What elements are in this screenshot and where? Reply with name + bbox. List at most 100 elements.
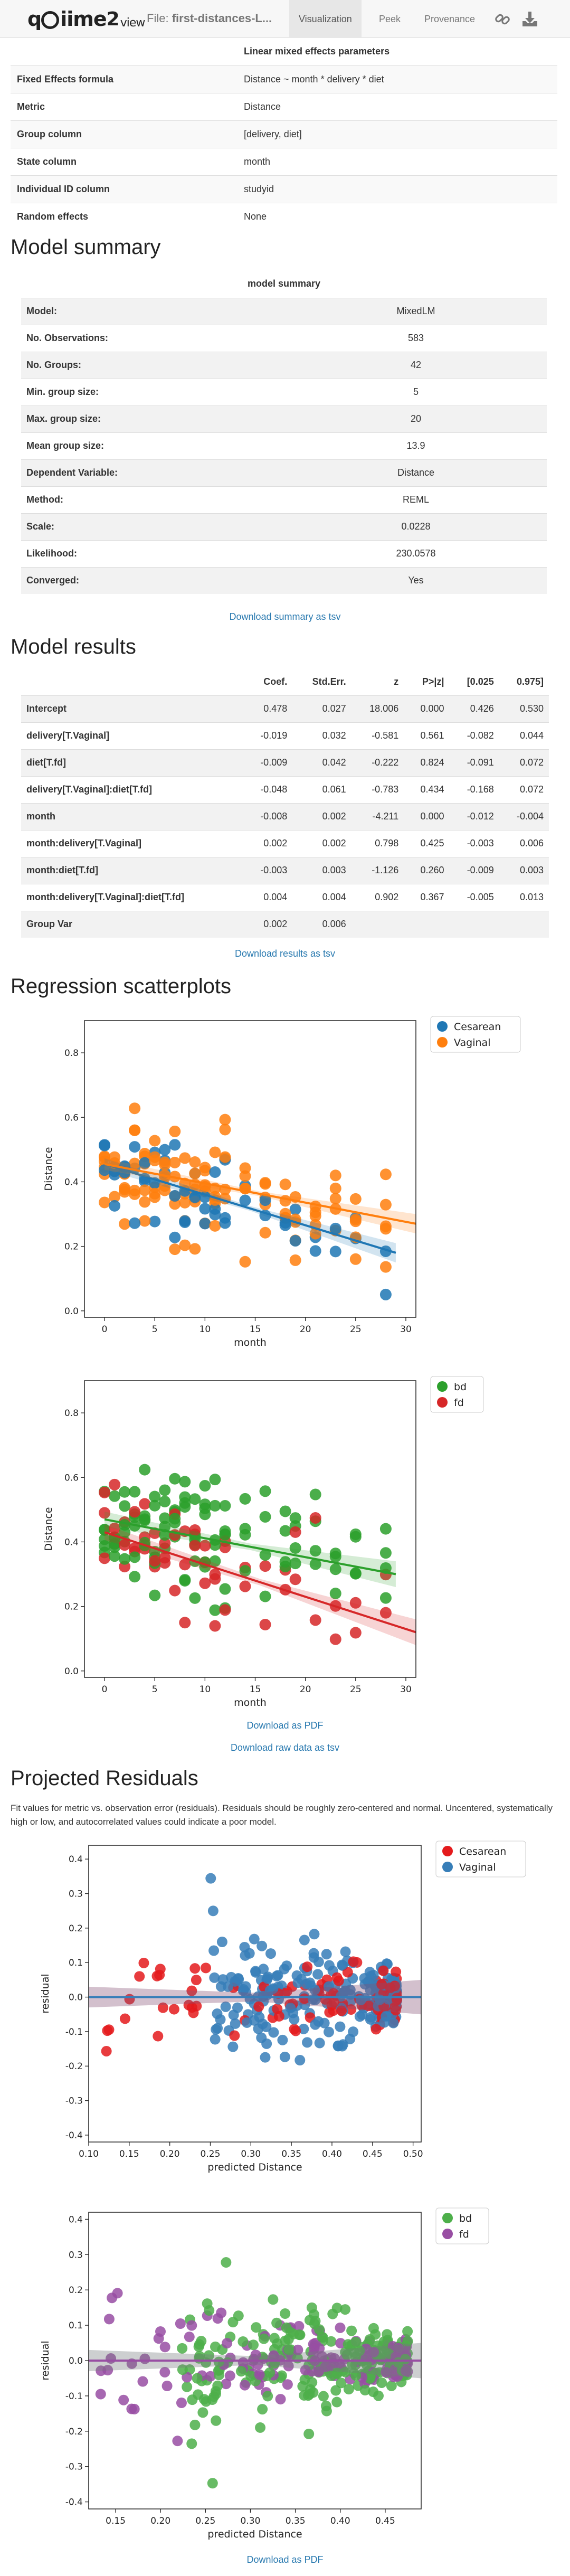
axes-frame xyxy=(84,1380,416,1678)
data-point xyxy=(155,2326,166,2337)
data-point xyxy=(179,1239,191,1251)
table-row: Converged: Yes xyxy=(21,567,547,594)
data-point xyxy=(240,1950,251,1961)
brand-logo[interactable]: q iime 2 view xyxy=(27,5,145,33)
data-point xyxy=(216,2307,227,2318)
regression-line xyxy=(104,1531,416,1634)
logo-ring-icon xyxy=(41,11,60,29)
y-tick-label: 0.0 xyxy=(69,2356,83,2366)
data-point xyxy=(172,2436,183,2447)
legend-marker xyxy=(442,1846,453,1856)
data-point xyxy=(389,1980,400,1992)
data-point xyxy=(335,2322,346,2333)
table-row: Individual ID column studyid xyxy=(11,175,557,203)
data-point xyxy=(209,1203,221,1215)
download-summary-link[interactable]: Download summary as tsv xyxy=(229,611,341,622)
data-point xyxy=(179,1497,191,1509)
data-point xyxy=(357,2009,368,2020)
x-tick-label: 0.35 xyxy=(281,2149,301,2159)
y-tick-label: 0.3 xyxy=(69,1889,83,1899)
table-row: Method: REML xyxy=(21,486,547,513)
brand-view: view xyxy=(120,16,146,30)
data-point xyxy=(224,2370,235,2381)
y-tick-label: 0.1 xyxy=(69,1958,83,1968)
brand-q: q xyxy=(27,7,42,31)
download-raw-tsv-link[interactable]: Download raw data as tsv xyxy=(230,1742,340,1753)
data-point xyxy=(379,1220,392,1232)
download-residuals-pdf-link[interactable]: Download as PDF xyxy=(246,2554,324,2565)
results-cell: 0.006 xyxy=(292,910,352,938)
data-point xyxy=(302,2037,313,2048)
legend-box xyxy=(435,1841,526,1877)
data-point xyxy=(248,2339,259,2351)
data-point xyxy=(118,2394,129,2405)
table-row: State column month xyxy=(11,147,557,175)
data-point xyxy=(233,2310,244,2322)
results-cell: 0.902 xyxy=(351,883,404,911)
x-tick-label: 0 xyxy=(102,1684,108,1695)
data-point xyxy=(258,2333,269,2344)
brand-two: 2 xyxy=(106,8,120,30)
data-point xyxy=(346,2325,357,2336)
data-point xyxy=(304,2389,315,2400)
x-tick-label: 0.45 xyxy=(363,2149,383,2159)
results-cell: 0.824 xyxy=(404,749,450,776)
data-point xyxy=(285,2327,296,2338)
download-icon[interactable] xyxy=(520,10,539,29)
table-row: Min. group size: 5 xyxy=(21,378,547,405)
data-point xyxy=(155,1964,166,1975)
results-cell: -0.048 xyxy=(243,776,293,803)
data-point xyxy=(179,1617,191,1629)
results-cell: -0.783 xyxy=(351,776,404,803)
param-key: Random effects xyxy=(11,202,238,230)
data-point xyxy=(400,2365,411,2376)
data-point xyxy=(289,1573,301,1586)
results-term: month xyxy=(21,803,243,830)
data-point xyxy=(379,1547,392,1559)
tab-visualization[interactable]: Visualization xyxy=(289,0,362,38)
results-cell: 0.061 xyxy=(292,776,352,803)
data-point xyxy=(149,1215,161,1228)
data-point xyxy=(329,1245,341,1258)
data-point xyxy=(292,2344,303,2355)
data-point xyxy=(149,1555,161,1567)
param-value: Distance xyxy=(238,92,557,120)
data-point xyxy=(219,1528,231,1541)
parameters-table: Linear mixed effects parameters Fixed Ef… xyxy=(11,38,557,230)
summary-value: Distance xyxy=(285,459,547,486)
data-point xyxy=(179,1196,191,1209)
data-point xyxy=(119,1218,131,1230)
y-tick-label: 0.0 xyxy=(64,1666,79,1677)
data-point xyxy=(252,2359,263,2370)
tab-peek[interactable]: Peek xyxy=(379,14,401,24)
model-results-table: Coef. Std.Err. z P>|z| [0.025 0.975] Intercep… xyxy=(21,669,549,938)
summary-value: 42 xyxy=(285,351,547,379)
data-point xyxy=(177,2343,188,2354)
data-point xyxy=(157,2002,168,2013)
data-point xyxy=(349,1253,362,1265)
data-point xyxy=(129,1124,141,1136)
data-point xyxy=(321,1949,332,1960)
data-point xyxy=(324,1960,335,1971)
data-point xyxy=(99,1164,111,1176)
download-results-link[interactable]: Download results as tsv xyxy=(234,948,336,959)
download-scatter-pdf-link[interactable]: Download as PDF xyxy=(246,1720,324,1731)
results-column-header xyxy=(21,669,243,695)
tab-provenance[interactable]: Provenance xyxy=(424,14,476,24)
x-tick-label: 15 xyxy=(250,1324,261,1335)
data-point xyxy=(189,1963,201,1974)
results-cell: -0.008 xyxy=(243,803,293,830)
data-point xyxy=(129,1486,141,1498)
navbar: q iime 2 view File: first-distances-L... Vi… xyxy=(0,0,570,38)
data-point xyxy=(101,2045,112,2056)
summary-value: 0.0228 xyxy=(285,513,547,540)
data-point xyxy=(189,2419,201,2430)
data-point xyxy=(340,2304,351,2315)
table-row: Group Var 0.002 0.006 xyxy=(21,910,549,938)
data-point xyxy=(169,1156,181,1168)
data-point xyxy=(139,1148,151,1160)
y-axis-label: residual xyxy=(40,1974,51,2013)
data-point xyxy=(259,1549,271,1561)
table-row: month -0.008 0.002 -4.211 0.000 -0.012 -0.004 xyxy=(21,803,549,830)
link-icon[interactable] xyxy=(493,10,512,29)
